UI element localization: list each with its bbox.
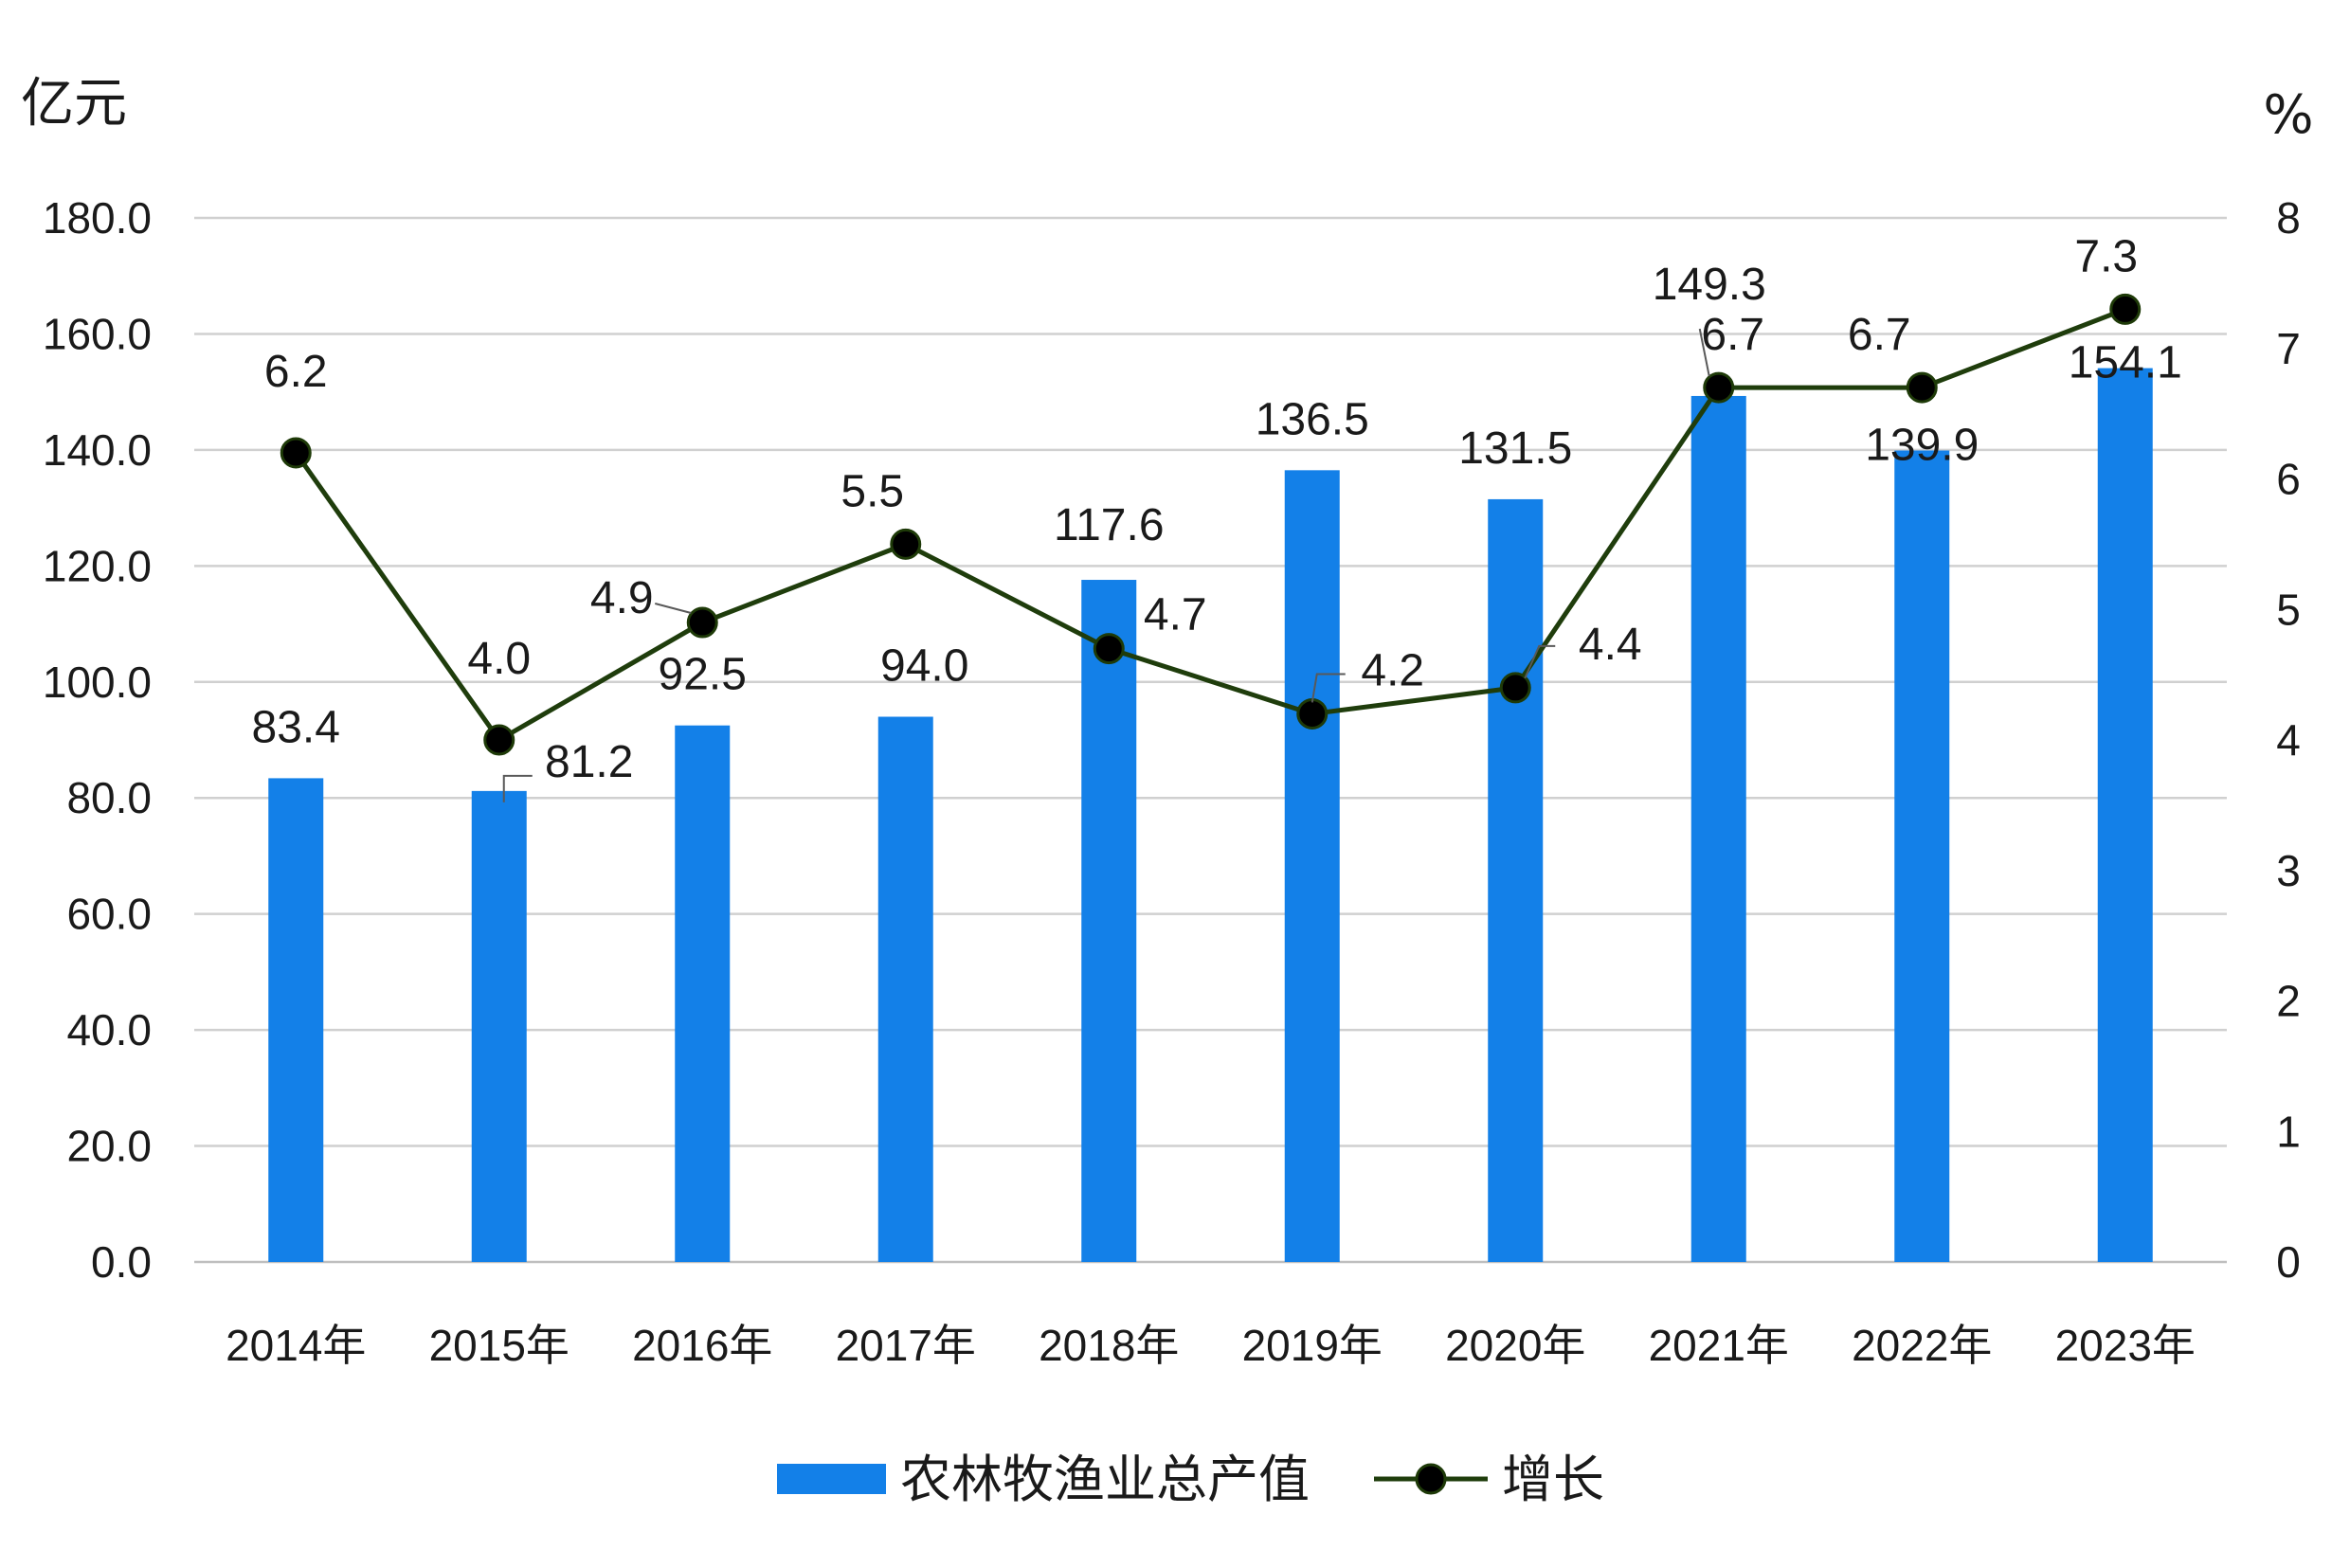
- y-right-tick-label: 8: [2276, 193, 2301, 243]
- bar: [2097, 368, 2153, 1262]
- line-point: [890, 528, 922, 560]
- bar: [1488, 498, 1544, 1262]
- bar-data-label: 149.3: [1653, 260, 1766, 310]
- x-tick-label: 2014年: [226, 1321, 366, 1370]
- y-left-tick-label: 80.0: [66, 773, 152, 822]
- bar: [471, 790, 527, 1262]
- y-left-tick-label: 180.0: [43, 193, 152, 243]
- y-right-unit: %: [2263, 84, 2313, 146]
- line-point: [686, 606, 718, 639]
- leader-line: [1524, 644, 1556, 679]
- bar: [1690, 395, 1746, 1262]
- growth-line: [294, 307, 2126, 743]
- y-right-tick-label: 7: [2276, 324, 2301, 373]
- leader-line: [654, 603, 692, 614]
- bar-data-label: 92.5: [659, 650, 747, 700]
- y-left-tick-label: 60.0: [66, 890, 152, 939]
- legend-marker: [1415, 1463, 1447, 1495]
- y-left-tick-label: 20.0: [66, 1122, 152, 1171]
- bar-data-label: 136.5: [1256, 394, 1369, 444]
- y-left-tick-label: 40.0: [66, 1005, 152, 1054]
- y-right-tick-label: 5: [2276, 585, 2301, 634]
- x-tick-label: 2021年: [1649, 1321, 1789, 1370]
- y-right-tick-label: 6: [2276, 455, 2301, 504]
- y-right-tick-label: 4: [2276, 715, 2301, 765]
- legend-label-bar: 农林牧渔业总产值: [900, 1450, 1310, 1509]
- x-tick-label: 2022年: [1852, 1321, 1992, 1370]
- bar: [675, 725, 731, 1262]
- bar-series: [268, 368, 2153, 1263]
- y-left-tick-label: 0.0: [91, 1237, 152, 1287]
- y-right-tick-label: 0: [2276, 1237, 2301, 1287]
- line-point: [280, 437, 312, 469]
- y-left-tick-label: 100.0: [43, 658, 152, 707]
- y-left-unit: 亿元: [21, 73, 127, 135]
- bar-data-label: 154.1: [2069, 338, 2182, 388]
- line-point: [1906, 371, 1938, 404]
- x-tick-label: 2015年: [429, 1321, 569, 1370]
- y-left-tick-label: 140.0: [43, 425, 152, 475]
- line-point: [1296, 697, 1329, 730]
- y-left-tick-label: 160.0: [43, 309, 152, 358]
- x-tick-label: 2017年: [836, 1321, 976, 1370]
- x-tick-label: 2019年: [1242, 1321, 1383, 1370]
- line-point: [1093, 633, 1125, 665]
- data-labels: 83.4 81.2 92.5 94.0 117.6 136.5 131.5 149.3 139.…: [252, 231, 2182, 802]
- legend: 农林牧渔业总产值 增长: [777, 1450, 1604, 1509]
- bar-data-label: 94.0: [880, 641, 968, 692]
- bar-data-label: 131.5: [1458, 424, 1572, 474]
- bar: [877, 716, 933, 1262]
- legend-swatch-bar: [777, 1464, 886, 1494]
- bar-data-label: 83.4: [252, 702, 340, 752]
- line-data-label: 6.7: [1701, 310, 1764, 360]
- legend-label-line: 增长: [1502, 1450, 1604, 1509]
- line-point: [1703, 371, 1735, 404]
- y-right-tick-label: 2: [2276, 977, 2301, 1026]
- bar: [268, 778, 324, 1262]
- line-data-label: 4.2: [1361, 645, 1424, 695]
- y-left-tick-label: 120.0: [43, 541, 152, 590]
- line-data-label: 5.5: [841, 466, 904, 516]
- line-point: [483, 724, 515, 756]
- bar-data-label: 139.9: [1865, 421, 1979, 471]
- line-data-label: 6.7: [1848, 310, 1911, 360]
- line-data-label: 4.0: [467, 634, 531, 684]
- bar: [1894, 450, 1950, 1262]
- leader-line: [1311, 673, 1346, 703]
- axes: 0.0 20.0 40.0 60.0 80.0 100.0 120.0 140.0 160.0 1…: [21, 73, 2314, 1370]
- line-data-label: 4.7: [1144, 590, 1207, 640]
- leader-line: [1698, 328, 1710, 377]
- y-right-tick-label: 3: [2276, 846, 2301, 895]
- y-right-tick-label: 1: [2276, 1107, 2301, 1156]
- line-series: [280, 293, 2142, 756]
- line-data-label: 4.4: [1579, 620, 1642, 670]
- x-tick-label: 2023年: [2055, 1321, 2196, 1370]
- bar: [1081, 580, 1137, 1262]
- line-data-label: 6.2: [264, 347, 328, 397]
- bar-data-label: 81.2: [545, 737, 633, 787]
- x-tick-label: 2018年: [1039, 1321, 1179, 1370]
- x-tick-label: 2016年: [632, 1321, 772, 1370]
- leader-line: [502, 774, 533, 802]
- x-tick-label: 2020年: [1445, 1321, 1585, 1370]
- bar-data-label: 117.6: [1054, 500, 1165, 550]
- line-point: [1499, 672, 1531, 704]
- bar: [1284, 470, 1340, 1263]
- line-data-label: 7.3: [2074, 231, 2138, 281]
- line-data-label: 4.9: [590, 573, 654, 623]
- line-point: [2109, 293, 2142, 325]
